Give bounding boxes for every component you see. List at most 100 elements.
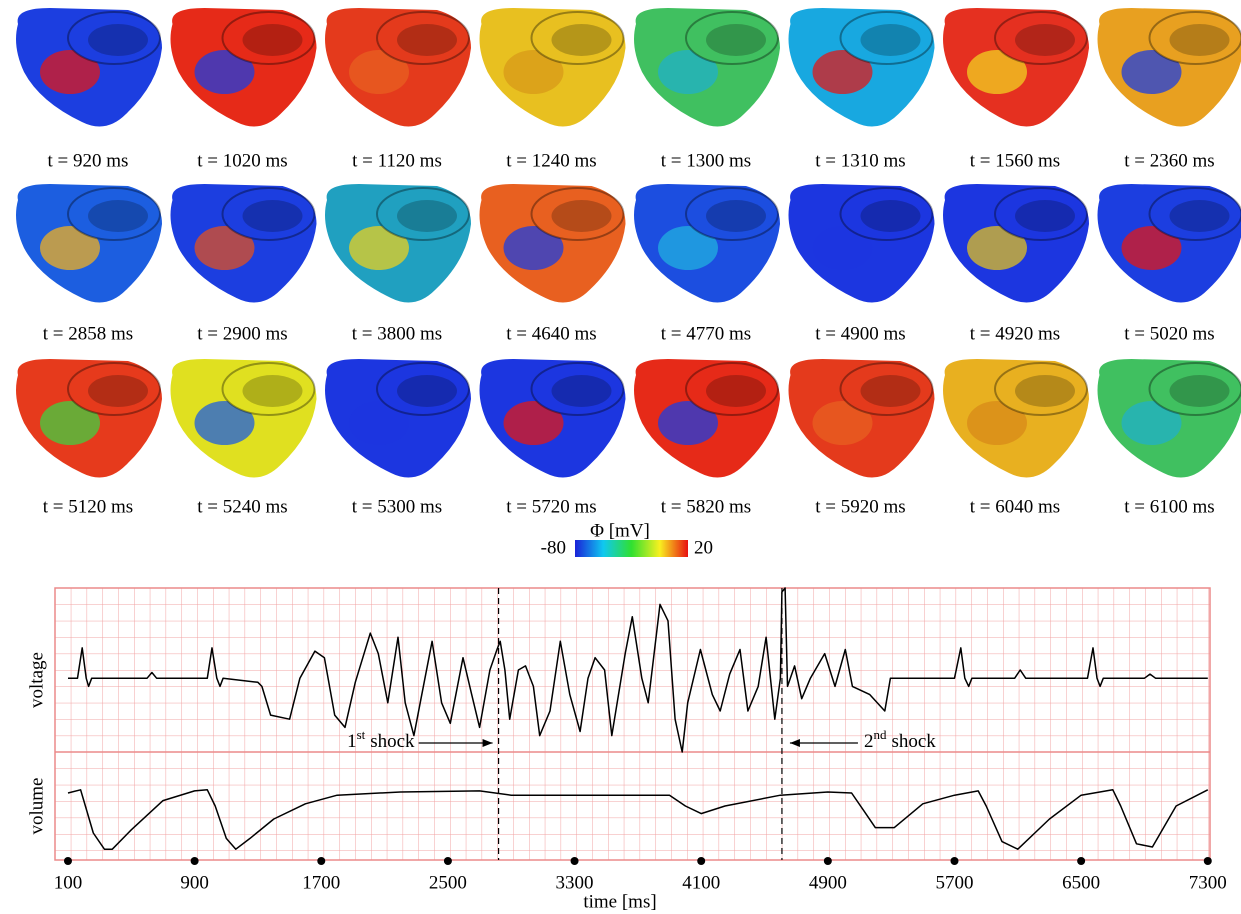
heart-panel [634,184,780,303]
time-label: t = 4900 ms [815,323,905,344]
x-tick-dot [444,857,452,865]
x-tick-label: 4100 [682,872,720,893]
heart-panel [325,359,471,478]
heart-panel [789,8,935,127]
heart-panel [16,359,162,478]
colorbar-max: 20 [694,537,713,558]
shock-suffix: nd [873,727,887,742]
heart-panel [634,359,780,478]
x-tick-dot [317,857,325,865]
heart-panel [789,184,935,303]
heart-panel [943,184,1089,303]
time-label: t = 5240 ms [197,496,287,517]
heart-cavity [861,200,921,232]
heart-cavity [397,375,457,407]
time-label: t = 1560 ms [970,150,1060,171]
heart-cavity [552,24,612,56]
x-tick-dot [1077,857,1085,865]
heart-cavity [1015,24,1075,56]
heart-panel [480,8,626,127]
heart-panel [325,8,471,127]
time-label: t = 5020 ms [1124,323,1214,344]
heart-cavity [243,24,303,56]
heart-cavity [1015,200,1075,232]
x-tick-dot [191,857,199,865]
x-tick-label: 4900 [809,872,847,893]
heart-cavity [88,200,148,232]
time-label: t = 5120 ms [43,496,133,517]
colorbar-min: -80 [541,537,566,558]
heart-panel [1098,8,1241,127]
colorbar [575,540,688,557]
time-label: t = 920 ms [48,150,129,171]
x-tick-dot [571,857,579,865]
time-label: t = 6040 ms [970,496,1060,517]
shock-ordinal: 1 [347,731,357,752]
heart-cavity [706,200,766,232]
x-tick-label: 5700 [935,872,973,893]
time-label: t = 1300 ms [661,150,751,171]
heart-panel [16,8,162,127]
time-label: t = 5920 ms [815,496,905,517]
x-tick-dot [824,857,832,865]
figure: t = 920 ms t = 1020 ms t = 1120 ms t = 1240… [0,0,1241,914]
shock-ordinal: 2 [864,731,874,752]
time-label: t = 2900 ms [197,323,287,344]
heart-panel [634,8,780,127]
time-label: t = 5300 ms [352,496,442,517]
y-axis-label: voltage [26,652,47,708]
x-tick-dot [950,857,958,865]
x-tick-dot [697,857,705,865]
heart-cavity [1170,375,1230,407]
x-axis-label: time [ms] [583,891,656,912]
heart-cavity [552,200,612,232]
x-tick-label: 900 [180,872,209,893]
ecg-grid [55,588,1210,860]
heart-cavity [243,200,303,232]
x-tick-label: 100 [54,872,83,893]
time-label: t = 1240 ms [506,150,596,171]
time-label: t = 6100 ms [1124,496,1214,517]
time-label: t = 4920 ms [970,323,1060,344]
heart-cavity [1170,200,1230,232]
heart-cavity [706,24,766,56]
heart-cavity [243,375,303,407]
x-tick-label: 1700 [302,872,340,893]
shock-suffix: st [357,727,366,742]
heart-cavity [552,375,612,407]
colorbar-title: Φ [mV] [590,520,650,541]
heart-cavity [1015,375,1075,407]
time-label: t = 1120 ms [352,150,442,171]
heart-panel [789,359,935,478]
heart-cavity [706,375,766,407]
heart-panel [943,8,1089,127]
time-label: t = 4640 ms [506,323,596,344]
time-label: t = 1020 ms [197,150,287,171]
heart-panel [1098,359,1241,478]
heart-cavity [88,24,148,56]
x-tick-label: 3300 [556,872,594,893]
time-label: t = 1310 ms [815,150,905,171]
heart-panel [480,359,626,478]
time-label: t = 2360 ms [1124,150,1214,171]
heart-cavity [1170,24,1230,56]
heart-cavity [861,375,921,407]
x-tick-label: 2500 [429,872,467,893]
time-label: t = 5820 ms [661,496,751,517]
heart-cavity [397,24,457,56]
heart-panel [171,359,317,478]
heart-panel [480,184,626,303]
heart-panel [16,184,162,303]
heart-panel [325,184,471,303]
heart-panel [171,184,317,303]
x-tick-label: 7300 [1189,872,1227,893]
heart-panel [1098,184,1241,303]
heart-cavity [88,375,148,407]
time-label: t = 2858 ms [43,323,133,344]
x-tick-dot [64,857,72,865]
heart-panel [943,359,1089,478]
heart-cavity [397,200,457,232]
heart-panel [171,8,317,127]
x-tick-label: 6500 [1062,872,1100,893]
time-label: t = 3800 ms [352,323,442,344]
